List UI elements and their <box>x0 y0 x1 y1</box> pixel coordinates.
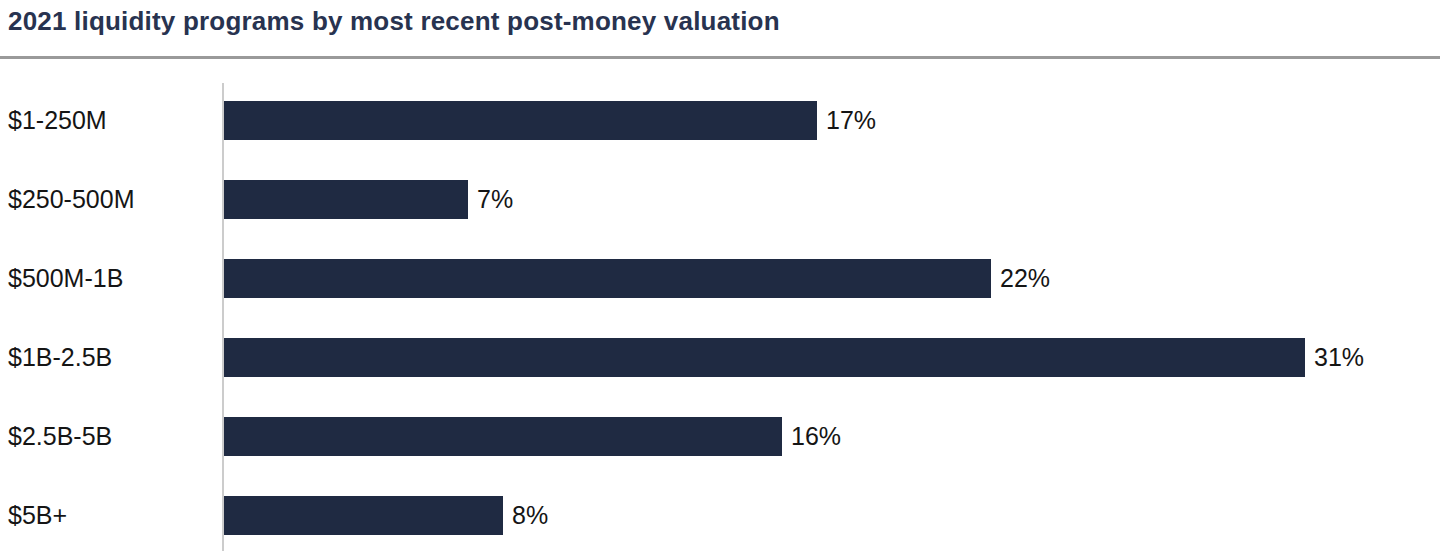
value-label: 8% <box>512 501 548 530</box>
value-label: 22% <box>1000 264 1050 293</box>
category-label: $1B-2.5B <box>0 343 224 372</box>
bar <box>224 180 468 219</box>
bar-row: $500M-1B 22% <box>0 239 1440 318</box>
bar-area: 31% <box>224 338 1440 377</box>
value-label: 31% <box>1314 343 1364 372</box>
category-label: $250-500M <box>0 185 224 214</box>
bar-row: $250-500M 7% <box>0 160 1440 239</box>
bar-area: 17% <box>224 101 1440 140</box>
category-label: $1-250M <box>0 106 224 135</box>
bar-row: $1B-2.5B 31% <box>0 318 1440 397</box>
category-label: $2.5B-5B <box>0 422 224 451</box>
bar <box>224 496 503 535</box>
bar-row: $2.5B-5B 16% <box>0 397 1440 476</box>
bar-area: 16% <box>224 417 1440 456</box>
bar <box>224 259 991 298</box>
bar-rows: $1-250M 17% $250-500M 7% $500M-1B 22% $1… <box>0 81 1440 555</box>
bar <box>224 101 817 140</box>
bar-chart: $1-250M 17% $250-500M 7% $500M-1B 22% $1… <box>0 81 1440 555</box>
page-title: 2021 liquidity programs by most recent p… <box>8 6 1440 37</box>
value-label: 16% <box>791 422 841 451</box>
bar-row: $5B+ 8% <box>0 476 1440 555</box>
bar <box>224 417 782 456</box>
bar-area: 7% <box>224 180 1440 219</box>
bar <box>224 338 1305 377</box>
category-label: $500M-1B <box>0 264 224 293</box>
bar-row: $1-250M 17% <box>0 81 1440 160</box>
bar-area: 8% <box>224 496 1440 535</box>
header-divider <box>0 56 1440 59</box>
value-label: 17% <box>826 106 876 135</box>
value-label: 7% <box>477 185 513 214</box>
chart-header: 2021 liquidity programs by most recent p… <box>0 0 1440 56</box>
bar-area: 22% <box>224 259 1440 298</box>
category-label: $5B+ <box>0 501 224 530</box>
